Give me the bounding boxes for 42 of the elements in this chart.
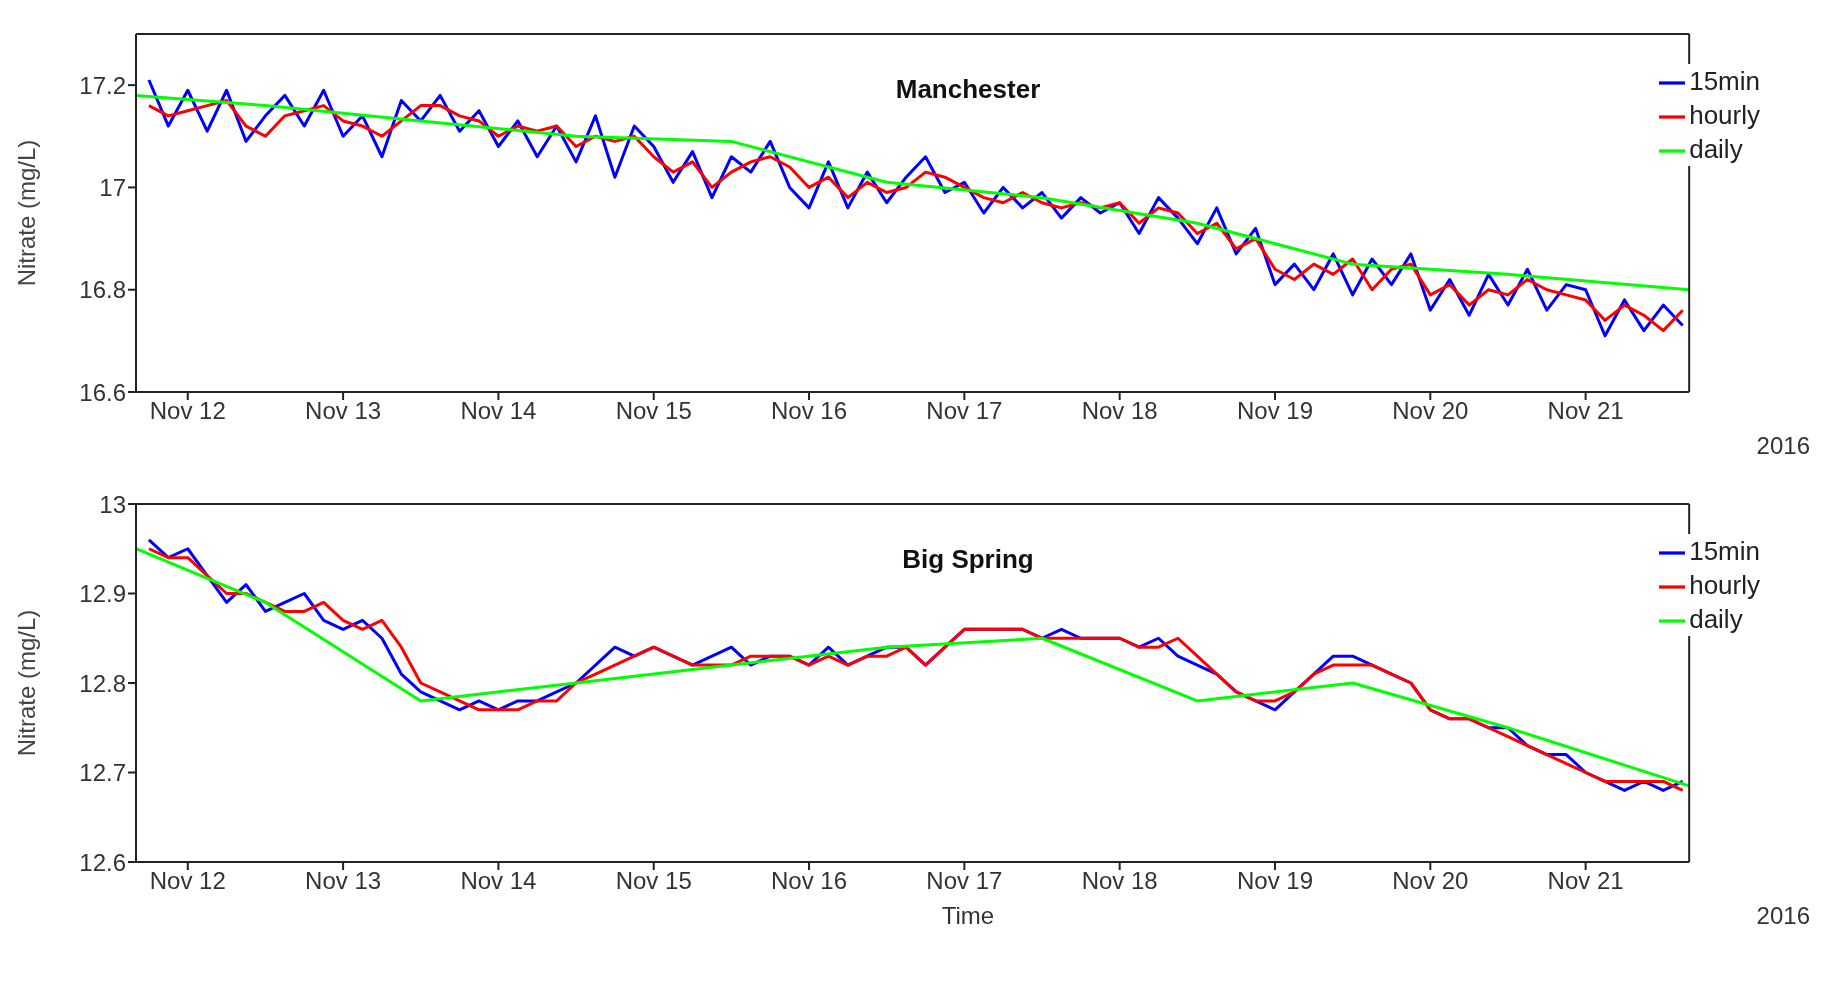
- y-axis-title: Nitrate (mg/L): [12, 139, 40, 287]
- y-tick-label: 12.9: [79, 580, 126, 608]
- x-tick-label: Nov 21: [1547, 867, 1624, 895]
- x-tick-label: Nov 17: [926, 397, 1003, 425]
- x-tick-label: Nov 18: [1081, 397, 1158, 425]
- x-tick-label: Nov 20: [1392, 867, 1469, 895]
- y-tick-label: 16.8: [79, 276, 126, 304]
- y-tick-label: 12.8: [79, 669, 126, 697]
- x-tick-label: Nov 19: [1236, 397, 1314, 425]
- x-tick-label: Nov 17: [926, 867, 1003, 895]
- legend-label: 15min: [1689, 536, 1760, 566]
- text: 2016: [1756, 432, 1810, 460]
- y-tick-label: 17.2: [79, 71, 126, 99]
- x-tick-label: Nov 20: [1392, 397, 1469, 425]
- x-tick-label: Nov 13: [305, 867, 382, 895]
- x-tick-label: Nov 15: [615, 397, 692, 425]
- legend-label: daily: [1689, 604, 1743, 634]
- x-tick-label: Nov 19: [1236, 867, 1314, 895]
- x-axis-title: Time: [941, 902, 995, 929]
- x-tick-label: Nov 14: [460, 397, 537, 425]
- x-tick-label: Nov 12: [149, 397, 226, 425]
- text: Manchester: [895, 74, 1041, 104]
- x-tick-label: Nov 18: [1081, 867, 1158, 895]
- x-tick-label: Nov 21: [1547, 397, 1624, 425]
- text: 2016: [1756, 902, 1810, 930]
- y-axis-title: Nitrate (mg/L): [12, 609, 40, 757]
- legend-label: hourly: [1689, 100, 1760, 130]
- legend-label: 15min: [1689, 66, 1760, 96]
- x-tick-label: Nov 15: [615, 867, 692, 895]
- y-tick-label: 12.6: [79, 848, 126, 876]
- y-tick-label: 16.6: [79, 378, 126, 406]
- text: Big Spring: [902, 544, 1034, 574]
- legend-label: hourly: [1689, 570, 1760, 600]
- x-tick-label: Nov 16: [771, 867, 848, 895]
- y-tick-label: 12.7: [79, 759, 126, 787]
- x-tick-label: Nov 16: [771, 397, 848, 425]
- y-tick-label: 13: [99, 490, 126, 518]
- x-tick-label: Nov 13: [305, 397, 382, 425]
- x-tick-label: Nov 14: [460, 867, 537, 895]
- legend-label: daily: [1689, 134, 1743, 164]
- y-tick-label: 17: [99, 173, 126, 201]
- x-tick-label: Nov 12: [149, 867, 226, 895]
